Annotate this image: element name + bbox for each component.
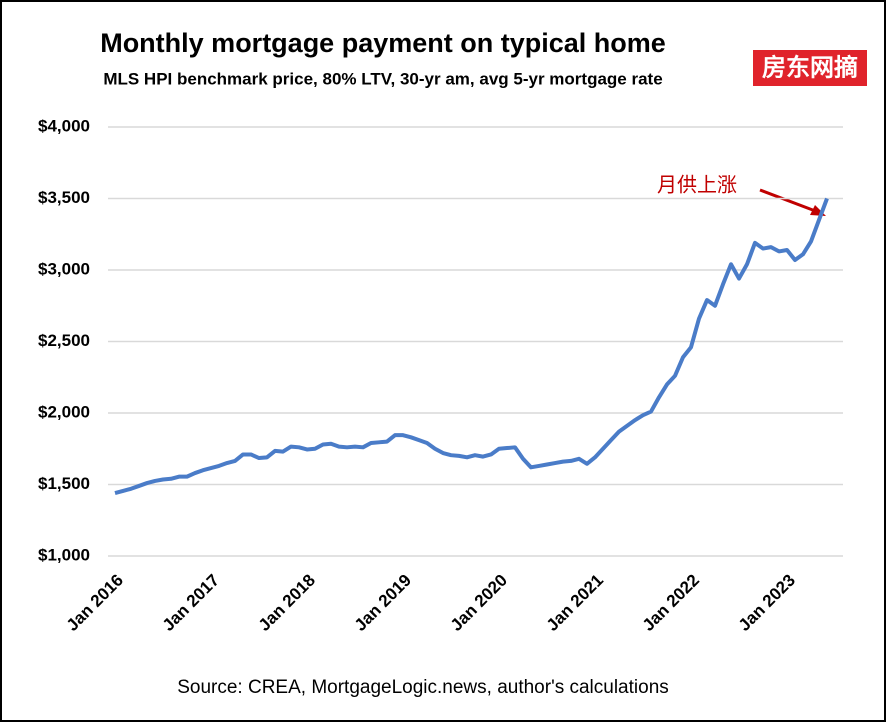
chart-title: Monthly mortgage payment on typical home bbox=[100, 28, 666, 58]
y-tick-label: $3,500 bbox=[38, 188, 90, 207]
annotation-arrow bbox=[759, 188, 819, 214]
badge: 房东网摘 bbox=[762, 53, 858, 81]
y-tick-label: $1,500 bbox=[38, 474, 90, 493]
y-tick-label: $1,000 bbox=[38, 545, 90, 564]
annotation: 月供上涨 bbox=[657, 173, 737, 196]
line bbox=[114, 197, 829, 496]
y-tick-label: $4,000 bbox=[38, 116, 90, 135]
y-tick-label: $2,500 bbox=[38, 331, 90, 350]
y-tick-label: $3,000 bbox=[38, 259, 90, 278]
source: Source: CREA, MortgageLogic.news, author… bbox=[177, 677, 669, 698]
chart-subtitle: MLS HPI benchmark price, 80% LTV, 30-yr … bbox=[103, 69, 662, 88]
y-tick-label: $2,000 bbox=[38, 402, 90, 421]
badge-box bbox=[753, 50, 867, 86]
